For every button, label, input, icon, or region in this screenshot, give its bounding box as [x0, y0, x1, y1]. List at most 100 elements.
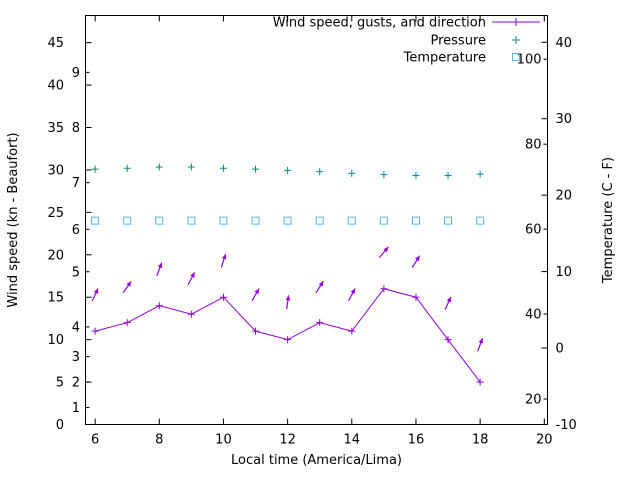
tick-label: 18: [472, 433, 489, 448]
wind-arrow-head: [478, 338, 483, 344]
tick-label: 45: [47, 36, 64, 51]
wind-arrow-head: [254, 288, 260, 295]
tick-label: 10: [215, 433, 232, 448]
plus-marker: [155, 163, 163, 171]
wind-arrow-head: [318, 281, 324, 287]
square-marker: [123, 216, 132, 225]
square-marker: [476, 216, 485, 225]
tick-label: 35: [47, 121, 64, 136]
beaufort-label: 9: [72, 66, 80, 81]
plus-marker: [252, 165, 260, 173]
tick-label: 12: [279, 433, 296, 448]
plus-marker: [412, 171, 420, 179]
fahrenheit-labels: 20 40 60 80 100: [517, 53, 548, 408]
square-marker: [219, 216, 228, 225]
plus-marker: [252, 327, 260, 335]
plus-marker: [412, 293, 420, 301]
plus-marker: [123, 319, 131, 327]
celsius-label: 10: [556, 265, 573, 280]
beaufort-label: 4: [72, 320, 80, 335]
plus-marker: [91, 327, 99, 335]
plus-marker: [512, 36, 520, 44]
beaufort-label: 8: [72, 121, 80, 136]
wind-direction-arrows: [91, 246, 484, 352]
tick-label: 16: [408, 433, 425, 448]
beaufort-label: 5: [72, 265, 80, 280]
tick-label: 25: [47, 206, 64, 221]
square-marker: [444, 216, 453, 225]
square-marker: [155, 216, 164, 225]
square-marker: [251, 216, 260, 225]
wind-arrow-head: [446, 296, 451, 303]
right-axis-label: Temperature (C - F): [601, 157, 616, 284]
plus-marker: [476, 378, 484, 386]
wind-arrow-head: [285, 295, 291, 301]
plus-marker: [348, 327, 356, 335]
square-marker: [411, 216, 420, 225]
fahrenheit-label: 40: [525, 308, 542, 323]
legend-label: Temperature: [403, 51, 486, 66]
plus-marker: [284, 166, 292, 174]
plus-marker: [512, 18, 520, 26]
plus-marker: [219, 164, 227, 172]
left-axis-title: Wind speed (kn - Beaufort): [6, 132, 21, 307]
tick-label: 10: [47, 333, 64, 348]
plus-marker: [155, 302, 163, 310]
plus-marker: [91, 165, 99, 173]
fahrenheit-label: 20: [525, 393, 542, 408]
temperature-series: [91, 216, 485, 225]
tick-label: 14: [344, 433, 361, 448]
plus-marker: [348, 169, 356, 177]
x-axis-ticks: 6 8 10 12 14 16 18 20: [91, 15, 553, 448]
x-axis-label: Local time (America/Lima): [231, 453, 402, 468]
square-marker: [91, 216, 100, 225]
wind-series: [91, 285, 484, 386]
plus-marker: [316, 319, 324, 327]
plus-marker: [476, 170, 484, 178]
square-marker: [347, 216, 356, 225]
plot-border: [85, 15, 548, 425]
square-marker: [315, 216, 324, 225]
square-marker: [283, 216, 292, 225]
plus-marker: [219, 293, 227, 301]
square-marker: [379, 216, 388, 225]
celsius-label: 30: [556, 112, 573, 127]
tick-label: 15: [47, 291, 64, 306]
celsius-label: -10: [556, 418, 577, 433]
right-axis-ticks: -10 0 10 20 30 40: [541, 36, 577, 433]
legend-label: Wind speed, gusts, and direction: [273, 16, 486, 31]
wind-arrow-head: [350, 288, 356, 294]
tick-label: 5: [56, 376, 64, 391]
tick-label: 8: [155, 433, 163, 448]
plus-marker: [444, 336, 452, 344]
wind-arrow-head: [383, 246, 389, 253]
wind-arrow-head: [157, 262, 163, 269]
beaufort-label: 2: [72, 376, 80, 391]
fahrenheit-label: 100: [517, 53, 542, 68]
x-axis-title: Local time (America/Lima): [231, 453, 402, 468]
fahrenheit-label: 80: [525, 138, 542, 153]
celsius-label: 40: [556, 36, 573, 51]
plus-marker: [123, 164, 131, 172]
wind-arrow-head: [190, 272, 195, 278]
square-marker: [187, 216, 196, 225]
tick-label: 20: [47, 248, 64, 263]
plus-marker: [284, 336, 292, 344]
wind-arrow-head: [126, 281, 132, 287]
tick-label: 0: [56, 418, 64, 433]
tick-label: 20: [536, 433, 553, 448]
left-axis-label: Wind speed (kn - Beaufort): [6, 132, 21, 307]
wind-arrow-head: [221, 254, 227, 260]
plus-marker: [444, 171, 452, 179]
plus-marker: [187, 310, 195, 318]
wind-arrow-head: [415, 255, 420, 262]
plus-marker: [187, 163, 195, 171]
plus-marker: [316, 168, 324, 176]
square-marker: [512, 53, 520, 61]
beaufort-labels: 1 2 3 4 5 6 7 8 9: [72, 66, 90, 416]
wind-arrow-head: [93, 288, 99, 294]
beaufort-label: 6: [72, 223, 80, 238]
beaufort-label: 7: [72, 176, 80, 191]
